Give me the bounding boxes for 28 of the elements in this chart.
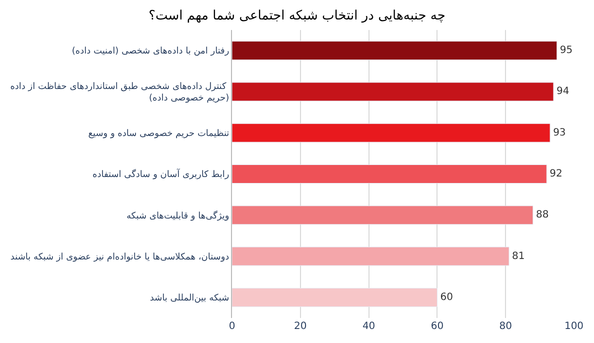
y-tick-label: رفتار امن با داده‌های شخصی (امنیت داده)	[72, 46, 230, 57]
chart-title: چه جنبه‌هایی در انتخاب شبکه اجتماعی شما مهم است؟	[148, 8, 446, 24]
bar	[232, 41, 558, 60]
bar	[232, 164, 547, 184]
bar	[232, 82, 554, 102]
y-tick-label: ویژگی‌ها و قابلیت‌های شبکه	[126, 209, 230, 222]
bar	[232, 246, 510, 266]
y-tick-label: شبکه بین‌المللی باشد	[150, 294, 230, 304]
y-tick-label: تنظیمات حریم خصوصی ساده و وسیع	[88, 129, 230, 140]
data-label: 88	[536, 210, 549, 221]
bar	[232, 288, 438, 307]
data-label: 92	[550, 168, 562, 180]
x-tick-label: 20	[294, 321, 307, 332]
y-tick-label: کنترل داده‌های شخصی طبق استانداردهای حفاظت از داده (حریم خصوصی داده)	[10, 82, 230, 104]
data-label: 95	[560, 45, 573, 56]
bar	[232, 123, 550, 142]
data-label: 94	[556, 86, 570, 98]
data-label: 93	[553, 127, 566, 138]
x-tick-label: 40	[362, 321, 376, 332]
x-tick-label: 0	[228, 321, 236, 332]
y-tick-label: دوستان، همکلاسی‌ها یا خانواده‌ام نیز عضوی از شبکه باشند	[10, 252, 230, 262]
bar	[232, 206, 534, 225]
data-label: 60	[440, 292, 453, 303]
x-tick-label: 100	[564, 321, 584, 332]
x-tick-label: 60	[430, 321, 444, 332]
data-label: 81	[512, 250, 525, 262]
y-tick-label: رابط کاربری آسان و سادگی استفاده	[92, 168, 230, 180]
x-tick-label: 80	[499, 321, 512, 332]
